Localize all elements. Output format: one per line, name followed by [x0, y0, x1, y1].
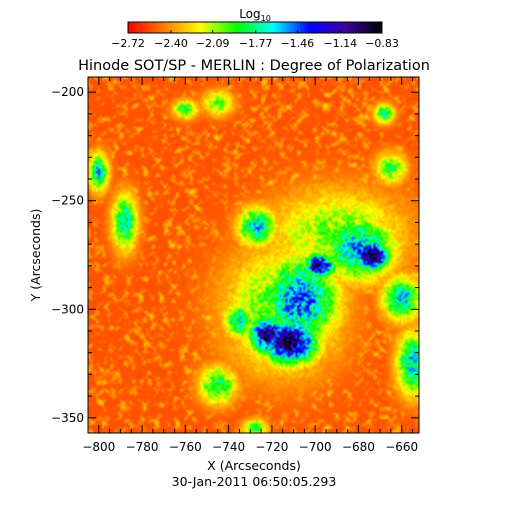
- colorbar-tick-label: −2.09: [196, 37, 230, 50]
- colorbar-tick-label: −1.14: [323, 37, 357, 50]
- colorbar-label: Log10: [239, 7, 271, 23]
- colorbar: Log10 −2.72 −2.40 −2.09 −1.77 −1.46 −1.14 −0.8…: [111, 7, 399, 50]
- x-axis-tick-label: −760: [169, 440, 202, 454]
- x-axis-tick-label: −720: [255, 440, 288, 454]
- x-axis-tick-label: −660: [385, 440, 418, 454]
- colorbar-tick-label: −2.40: [154, 37, 188, 50]
- colorbar-tick-label: −2.72: [111, 37, 145, 50]
- x-axis-tick-label: −800: [82, 440, 115, 454]
- colorbar-gradient: [128, 22, 382, 33]
- x-axis-tick-label: −680: [342, 440, 375, 454]
- y-axis-tick-label: −250: [51, 194, 84, 208]
- y-axis-tick-label: −200: [51, 85, 84, 99]
- x-axis-tick-label: −740: [212, 440, 245, 454]
- y-axis: −200 −250 −300 −350: [51, 85, 419, 425]
- y-axis-tick-label: −350: [51, 411, 84, 425]
- plot-frame: [87, 76, 420, 434]
- observation-timestamp: 30-Jan-2011 06:50:05.293: [172, 474, 337, 489]
- x-axis: −800 −780 −760 −740 −720 −700 −680 −660: [82, 77, 418, 454]
- colorbar-frame: [127, 21, 383, 34]
- polarization-heatmap: [88, 77, 419, 433]
- colorbar-tick-label: −1.77: [239, 37, 273, 50]
- colorbar-tick-label: −0.83: [365, 37, 399, 50]
- colorbar-tick-label: −1.46: [280, 37, 314, 50]
- colorbar-ticks: −2.72 −2.40 −2.09 −1.77 −1.46 −1.14 −0.83: [111, 30, 399, 50]
- y-axis-label: Y (Arcseconds): [28, 209, 43, 303]
- chart-title: Hinode SOT/SP - MERLIN : Degree of Polar…: [78, 58, 430, 74]
- x-axis-tick-label: −780: [126, 440, 159, 454]
- x-axis-tick-label: −700: [299, 440, 332, 454]
- y-axis-tick-label: −300: [51, 302, 84, 316]
- x-axis-label: X (Arcseconds): [207, 458, 301, 473]
